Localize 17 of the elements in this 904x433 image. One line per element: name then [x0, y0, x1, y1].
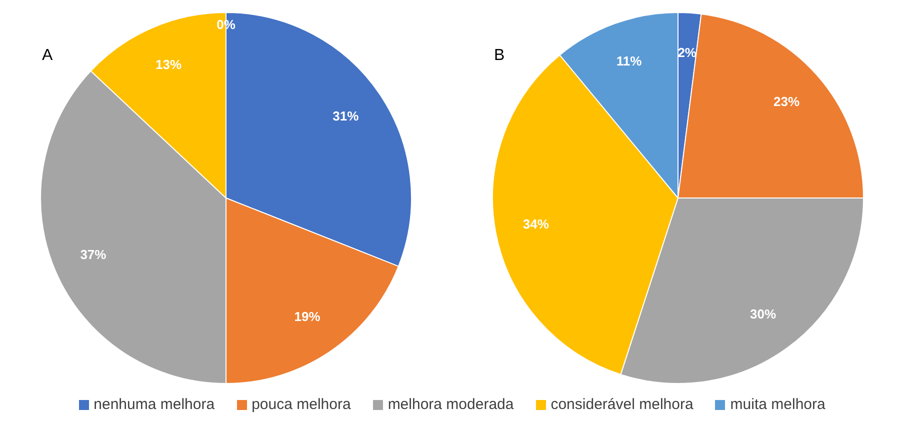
legend-label: melhora moderada — [388, 396, 514, 413]
data-label: 31% — [332, 108, 360, 124]
data-label: 30% — [750, 306, 776, 322]
text: B — [494, 47, 505, 65]
legend-label: nenhuma melhora — [94, 396, 215, 413]
data-label: 11% — [616, 53, 642, 68]
data-label: 19% — [294, 309, 321, 324]
data-label: 37% — [80, 247, 107, 262]
legend-label: pouca melhora — [252, 396, 351, 413]
legend-label: muita melhora — [730, 396, 826, 413]
text: 0% — [216, 17, 236, 32]
text: A — [42, 47, 53, 65]
data-label: 2% — [678, 45, 697, 60]
data-label: 34% — [522, 216, 550, 232]
data-label: 13% — [156, 56, 182, 72]
legend-label: considerável melhora — [550, 396, 694, 413]
data-label: 23% — [774, 94, 800, 109]
